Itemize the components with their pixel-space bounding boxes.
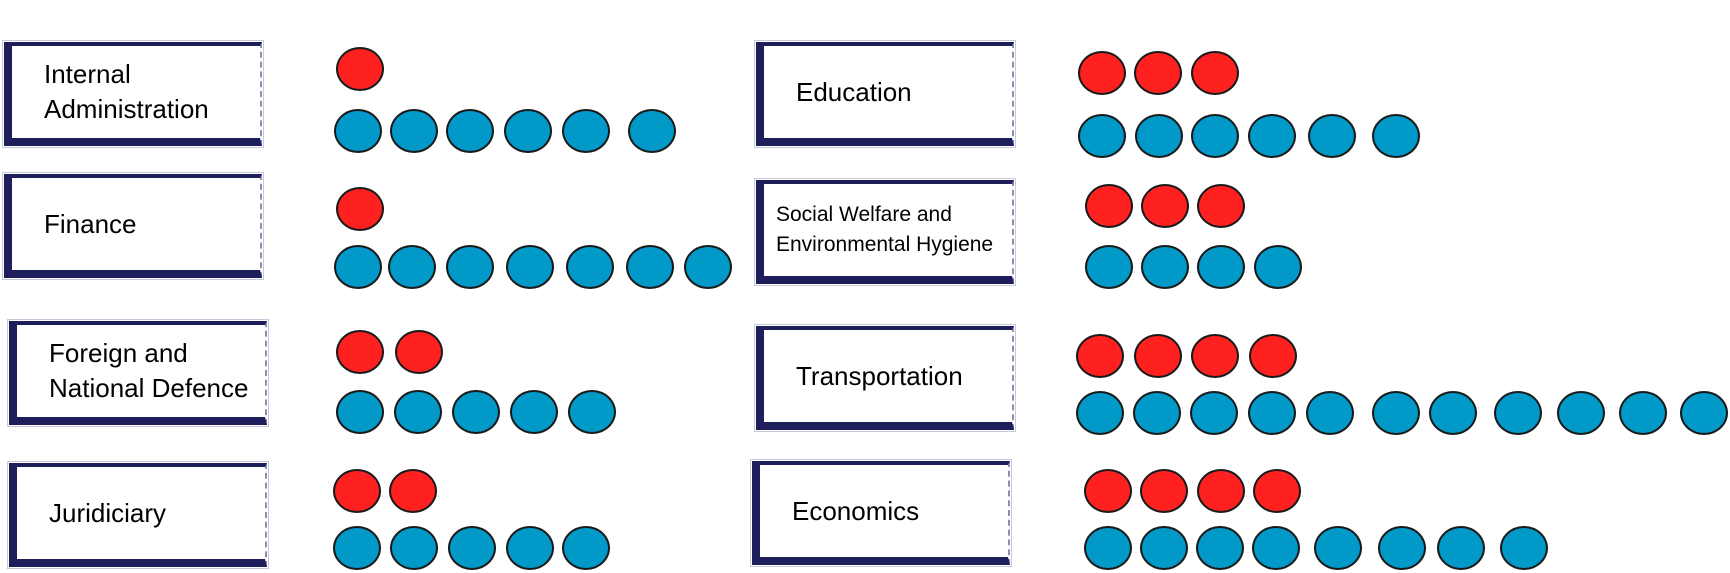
blue-dot-education xyxy=(1372,114,1420,158)
red-dot-finance xyxy=(336,187,384,231)
blue-dot-finance xyxy=(626,245,674,289)
category-box-internal-administration: Internal Administration xyxy=(2,40,264,148)
blue-dot-internal-administration xyxy=(562,109,610,153)
red-dot-social-welfare xyxy=(1085,184,1133,228)
category-box-transportation: Transportation xyxy=(754,324,1016,432)
blue-dot-transportation xyxy=(1133,391,1181,435)
blue-dot-foreign-and-national-defence xyxy=(510,390,558,434)
category-label: Juridiciary xyxy=(49,497,167,528)
blue-dot-juridiciary xyxy=(506,526,554,570)
category-box-foreign-and-national-defence: Foreign and National Defence xyxy=(7,319,269,427)
category-label: Economics xyxy=(792,495,920,526)
blue-dot-education xyxy=(1191,114,1239,158)
category-label: Social Welfare and Environmental Hygiene xyxy=(776,203,994,256)
category-label: Internal Administration xyxy=(44,59,209,124)
blue-dot-education xyxy=(1135,114,1183,158)
blue-dot-finance xyxy=(334,245,382,289)
blue-dot-juridiciary xyxy=(333,526,381,570)
blue-dot-transportation xyxy=(1557,391,1605,435)
red-dot-social-welfare xyxy=(1197,184,1245,228)
blue-dot-social-welfare xyxy=(1085,245,1133,289)
blue-dot-economics xyxy=(1437,526,1485,570)
red-dot-internal-administration xyxy=(336,47,384,91)
red-dot-transportation xyxy=(1191,334,1239,378)
blue-dot-foreign-and-national-defence xyxy=(394,390,442,434)
blue-dot-economics xyxy=(1252,526,1300,570)
blue-dot-internal-administration xyxy=(334,109,382,153)
red-dot-education xyxy=(1078,51,1126,95)
category-label: Foreign and National Defence xyxy=(49,338,249,403)
red-dot-juridiciary xyxy=(333,469,381,513)
blue-dot-social-welfare xyxy=(1254,245,1302,289)
blue-dot-finance xyxy=(388,245,436,289)
blue-dot-social-welfare xyxy=(1141,245,1189,289)
blue-dot-economics xyxy=(1314,526,1362,570)
blue-dot-finance xyxy=(566,245,614,289)
blue-dot-finance xyxy=(506,245,554,289)
blue-dot-finance xyxy=(446,245,494,289)
blue-dot-transportation xyxy=(1306,391,1354,435)
red-dot-education xyxy=(1134,51,1182,95)
category-label: Transportation xyxy=(796,360,963,391)
blue-dot-economics xyxy=(1140,526,1188,570)
blue-dot-transportation xyxy=(1190,391,1238,435)
red-dot-transportation xyxy=(1076,334,1124,378)
blue-dot-juridiciary xyxy=(448,526,496,570)
category-label: Education xyxy=(796,76,912,107)
blue-dot-transportation xyxy=(1619,391,1667,435)
blue-dot-foreign-and-national-defence xyxy=(452,390,500,434)
blue-dot-internal-administration xyxy=(390,109,438,153)
blue-dot-internal-administration xyxy=(446,109,494,153)
blue-dot-finance xyxy=(684,245,732,289)
red-dot-transportation xyxy=(1249,334,1297,378)
blue-dot-economics xyxy=(1500,526,1548,570)
blue-dot-foreign-and-national-defence xyxy=(568,390,616,434)
category-box-economics: Economics xyxy=(750,459,1012,567)
red-dot-economics xyxy=(1253,469,1301,513)
blue-dot-juridiciary xyxy=(562,526,610,570)
blue-dot-economics xyxy=(1084,526,1132,570)
blue-dot-transportation xyxy=(1372,391,1420,435)
category-box-finance: Finance xyxy=(2,172,264,280)
blue-dot-juridiciary xyxy=(390,526,438,570)
blue-dot-social-welfare xyxy=(1197,245,1245,289)
blue-dot-transportation xyxy=(1494,391,1542,435)
red-dot-juridiciary xyxy=(389,469,437,513)
blue-dot-education xyxy=(1248,114,1296,158)
blue-dot-education xyxy=(1308,114,1356,158)
blue-dot-transportation xyxy=(1076,391,1124,435)
blue-dot-education xyxy=(1078,114,1126,158)
red-dot-education xyxy=(1191,51,1239,95)
blue-dot-foreign-and-national-defence xyxy=(336,390,384,434)
blue-dot-transportation xyxy=(1248,391,1296,435)
blue-dot-transportation xyxy=(1429,391,1477,435)
red-dot-foreign-and-national-defence xyxy=(395,330,443,374)
category-label: Finance xyxy=(44,208,137,239)
category-box-education: Education xyxy=(754,40,1016,148)
red-dot-foreign-and-national-defence xyxy=(336,330,384,374)
red-dot-economics xyxy=(1140,469,1188,513)
red-dot-economics xyxy=(1084,469,1132,513)
red-dot-economics xyxy=(1197,469,1245,513)
category-box-social-welfare: Social Welfare and Environmental Hygiene xyxy=(754,178,1016,286)
blue-dot-transportation xyxy=(1680,391,1728,435)
category-box-juridiciary: Juridiciary xyxy=(7,461,269,569)
blue-dot-economics xyxy=(1378,526,1426,570)
blue-dot-internal-administration xyxy=(628,109,676,153)
blue-dot-economics xyxy=(1196,526,1244,570)
blue-dot-internal-administration xyxy=(504,109,552,153)
red-dot-social-welfare xyxy=(1141,184,1189,228)
red-dot-transportation xyxy=(1134,334,1182,378)
